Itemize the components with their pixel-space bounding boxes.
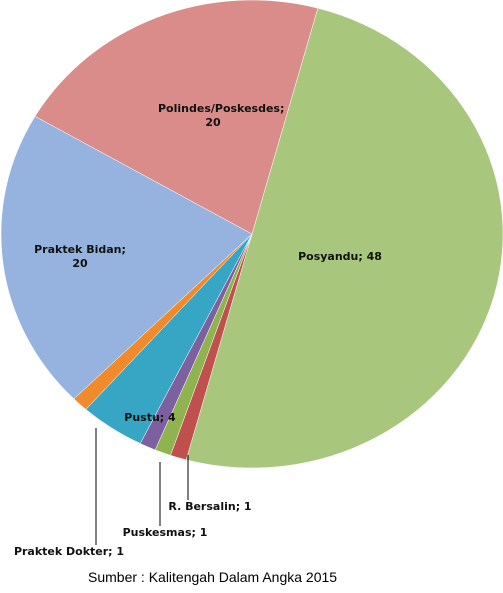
data-label: Posyandu; 48 bbox=[298, 250, 382, 263]
data-label: R. Bersalin; 1 bbox=[168, 500, 252, 513]
data-label: Puskesmas; 1 bbox=[122, 526, 208, 539]
data-label: Praktek Bidan; 20 bbox=[34, 243, 126, 270]
source: Sumber : Kalitengah Dalam Angka 2015 bbox=[88, 569, 338, 585]
pie-slice bbox=[34, 0, 319, 235]
pie-slice bbox=[0, 115, 253, 400]
data-label: Polindes/Poskesdes; 20 bbox=[158, 102, 285, 129]
pie-slice bbox=[185, 7, 503, 469]
data-label: Praktek Dokter; 1 bbox=[13, 545, 125, 558]
data-label: Pustu; 4 bbox=[124, 411, 176, 424]
